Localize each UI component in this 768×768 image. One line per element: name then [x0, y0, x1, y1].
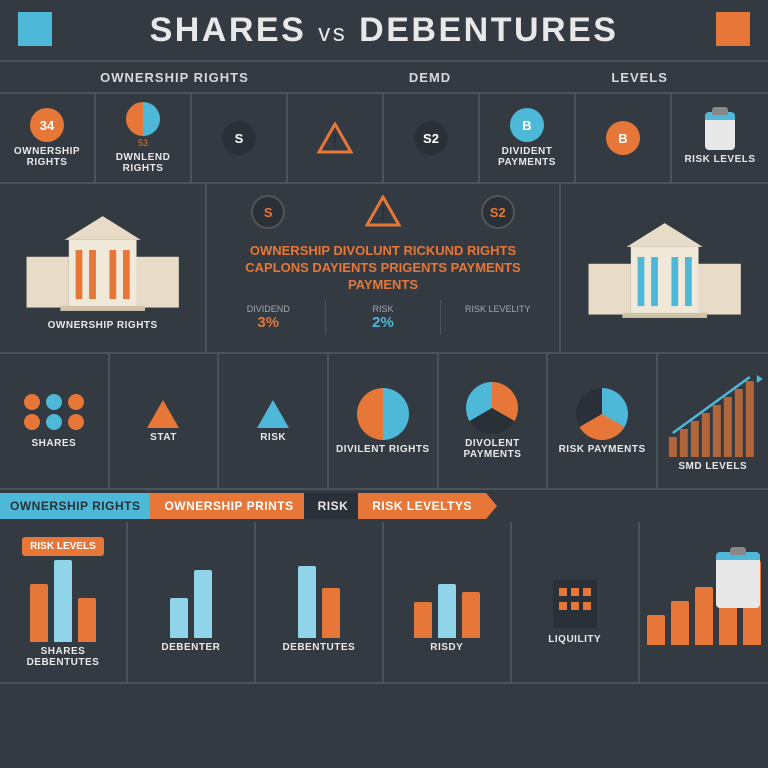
cell-label: SMD LEVELS — [678, 461, 747, 472]
cell-label: STAT — [150, 432, 177, 443]
badge-icon: B — [606, 121, 640, 155]
cell-label: SHARES — [31, 438, 76, 449]
bottom-cell: DEBENTER — [128, 522, 256, 682]
cell-label: DWNLEND RIGHTS — [100, 152, 186, 174]
cell-label: DEBENTER — [161, 642, 220, 653]
building-left-label: OWNERSHIP RIGHTS — [48, 320, 158, 331]
sub-ownership: OWNERSHIP RIGHTS — [100, 70, 249, 85]
icon-cell: 53DWNLEND RIGHTS — [96, 94, 192, 182]
icon-cell: B DIVIDENT PAYMENTS — [480, 94, 576, 182]
clipboard-icon — [705, 112, 735, 150]
chart-cell: DIVOLENT PAYMENTS — [439, 354, 549, 488]
pie-icon — [126, 102, 160, 136]
triangle-icon — [147, 400, 179, 428]
bottom-cell: DEBENTUTES — [256, 522, 384, 682]
badge-icon: B — [510, 108, 544, 142]
icon-row: 34OWNERSHIP RIGHTS53DWNLEND RIGHTSS!S2BD… — [0, 94, 768, 184]
chart-cell: STAT — [110, 354, 220, 488]
center-icon-row: S ! S2 — [211, 195, 554, 229]
cell-label: LIQUILITY — [548, 634, 601, 645]
chart-row: SHARES STAT RISK DIVILENT RIGHTS DIVOLENT PA… — [0, 354, 768, 490]
arrow-banner: OWNERSHIP PRINTS — [150, 493, 307, 519]
chart-cell: RISK PAYMENTS — [548, 354, 658, 488]
cell-label: RISK LEVELS — [684, 154, 755, 165]
cell-label: RISK PAYMENTS — [559, 444, 646, 455]
pie-chart — [576, 388, 628, 440]
bank-building-icon — [4, 206, 201, 316]
building-right-cell — [561, 184, 768, 352]
bar-chart — [260, 552, 378, 638]
svg-text:!: ! — [332, 131, 338, 151]
stat-levelity: RISK LEVELITY — [441, 300, 555, 335]
clipboard-icon — [716, 552, 760, 608]
arrow-banner: RISK LEVELTYS — [358, 493, 486, 519]
cell-label: RISK — [260, 432, 286, 443]
triangle-icon — [257, 400, 289, 428]
stat-row: DIVIDEND3% RISK2% RISK LEVELITY — [211, 300, 554, 335]
accent-right — [716, 12, 750, 46]
chart-cell: SHARES — [0, 354, 110, 488]
center-text: OWNERSHIP DIVOLUNT RICKUND RIGHTS CAPLON… — [211, 237, 554, 300]
s-badge: S — [251, 195, 285, 229]
coins-icon — [24, 394, 84, 410]
icon-cell: S — [192, 94, 288, 182]
pie-chart — [466, 382, 518, 434]
badge-icon: S — [222, 121, 256, 155]
cell-label: DIVILENT RIGHTS — [336, 444, 430, 455]
arrow-banner: RISK — [304, 493, 363, 519]
cell-label: DIVIDENT PAYMENTS — [484, 146, 570, 168]
icon-cell: RISK LEVELS — [672, 94, 768, 182]
cell-label: OWNERSHIP RIGHTS — [4, 146, 90, 168]
cell-label: SHARES DEBENTUTES — [4, 646, 122, 668]
bottom-cell: LIQUILITY — [512, 522, 640, 682]
stat-dividend: DIVIDEND3% — [211, 300, 326, 335]
cell-label: DEBENTUTES — [282, 642, 355, 653]
center-cell: S ! S2 OWNERSHIP DIVOLUNT RICKUND RIGHTS… — [207, 184, 560, 352]
arrow-row: OWNERSHIP RIGHTSOWNERSHIP PRINTSRISKRISK… — [0, 490, 768, 522]
bank-building-icon — [565, 213, 764, 323]
bottom-row: RISK LEVELS SHARES DEBENTUTES DEBENTER DEBE… — [0, 522, 768, 684]
icon-cell: 34 OWNERSHIP RIGHTS — [0, 94, 96, 182]
pie-chart — [357, 388, 409, 440]
cell-label: RISDY — [430, 642, 463, 653]
icon-cell: S2 — [384, 94, 480, 182]
badge-icon: S2 — [414, 121, 448, 155]
sub-demd: DEMD — [409, 70, 451, 85]
badge-icon: 34 — [30, 108, 64, 142]
chart-cell: RISK — [219, 354, 329, 488]
arrow-banner: OWNERSHIP RIGHTS — [0, 493, 154, 519]
main-title: SHARES vs DEBENTURES — [150, 11, 619, 50]
icon-cell: ! — [288, 94, 384, 182]
icon-cell: B — [576, 94, 672, 182]
bottom-cell: RISK LEVELS SHARES DEBENTUTES — [0, 522, 128, 682]
warning-icon: ! — [365, 195, 401, 227]
header: SHARES vs DEBENTURES — [0, 0, 768, 60]
chart-cell: SMD LEVELS — [658, 354, 768, 488]
bar-chart — [388, 552, 506, 638]
building-left-cell: OWNERSHIP RIGHTS — [0, 184, 207, 352]
risk-badge: RISK LEVELS — [22, 537, 104, 556]
s2-badge: S2 — [481, 195, 515, 229]
cell-label: DIVOLENT PAYMENTS — [443, 438, 543, 460]
bar-chart — [132, 552, 250, 638]
stat-risk: RISK2% — [326, 300, 441, 335]
building-icon — [545, 560, 605, 630]
warning-icon: ! — [317, 122, 353, 154]
subheader: OWNERSHIP RIGHTS DEMD LEVELS — [0, 60, 768, 94]
bar-chart — [4, 556, 122, 642]
chart-cell: DIVILENT RIGHTS — [329, 354, 439, 488]
line-chart — [662, 371, 764, 457]
svg-text:!: ! — [380, 204, 386, 224]
bottom-cell: RISDY — [384, 522, 512, 682]
bottom-cell — [640, 522, 768, 682]
accent-left — [18, 12, 52, 46]
main-row: OWNERSHIP RIGHTS S ! S2 OWNERSHIP DIVOLU… — [0, 184, 768, 354]
sub-levels: LEVELS — [611, 70, 668, 85]
